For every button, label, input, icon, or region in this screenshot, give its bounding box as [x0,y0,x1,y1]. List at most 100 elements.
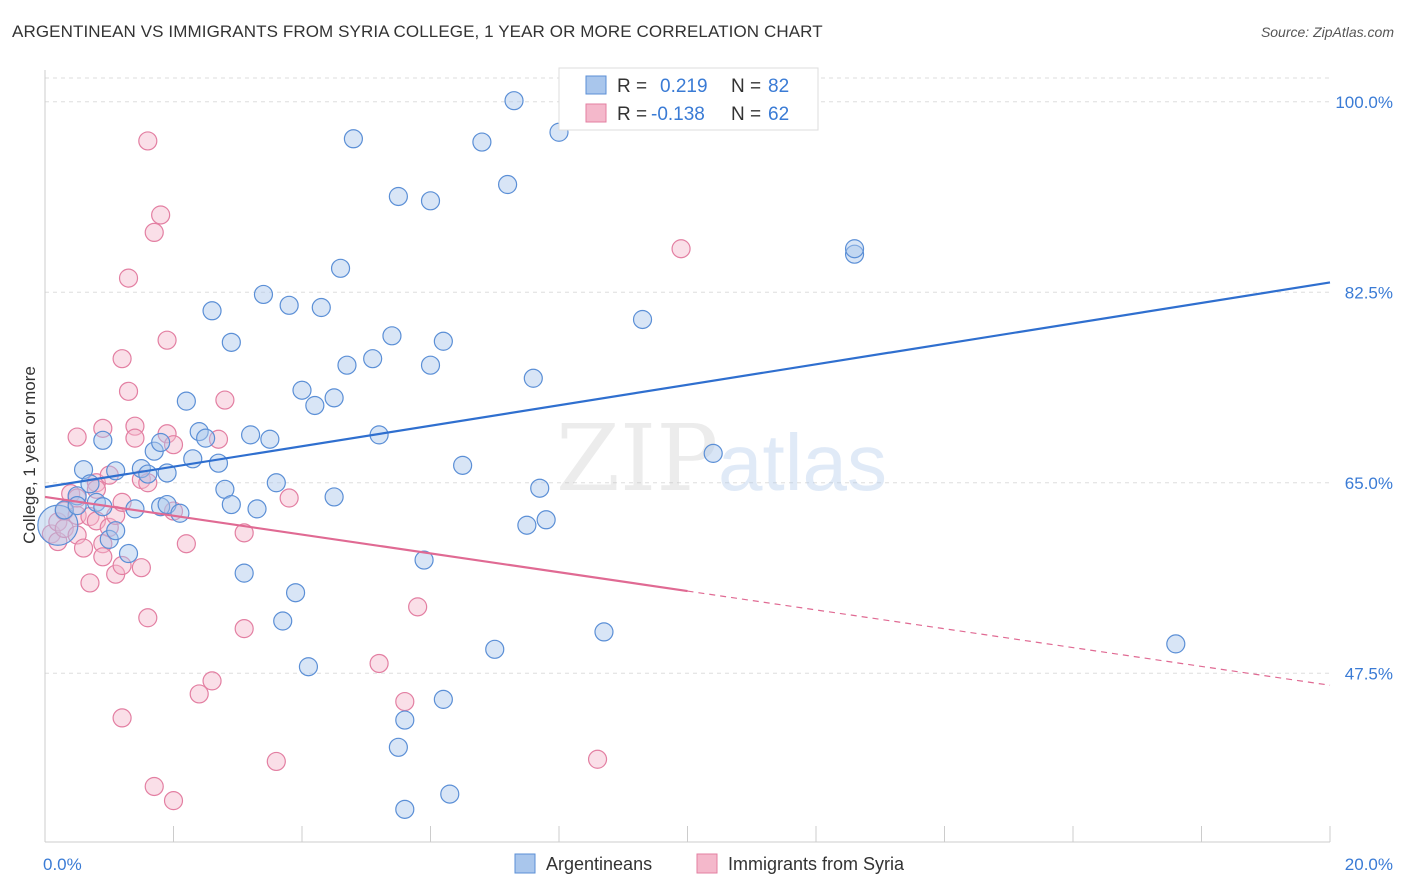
syria-point-39 [157,330,177,350]
syria-point-26 [112,708,132,728]
syria-point-12 [80,573,100,593]
argentinean-point-59 [433,689,453,709]
syria-point-51 [266,751,286,772]
argentinean-point-57 [420,355,441,375]
legend-n-value-2: 62 [768,104,789,125]
argentinean-point-41 [298,657,319,677]
chart-title: ARGENTINEAN VS IMMIGRANTS FROM SYRIA COL… [12,22,823,41]
watermark-zip: ZIP [556,405,718,512]
argentinean-point-5 [80,474,100,494]
argentinean-point-76 [703,443,723,463]
y-axis-label: College, 1 year or more [20,366,39,544]
y-tick-label-2: 65.0% [1345,474,1393,493]
syria-point-25 [112,349,132,369]
legend-bottom-label-syria: Immigrants from Syria [728,854,905,874]
argentinean-point-3 [67,496,87,516]
argentinean-point-45 [324,487,344,507]
syria-point-56 [587,749,608,769]
x-tick-label-0: 0.0% [43,855,82,874]
argentinean-point-42 [305,395,325,416]
syria-point-57 [671,239,691,259]
y-tick-label-0: 100.0% [1335,93,1393,112]
argentinean-point-70 [536,510,556,530]
argentinean-point-22 [176,391,196,411]
y-tick-label-3: 47.5% [1345,664,1393,683]
argentinean-point-8 [93,430,113,450]
syria-point-34 [138,131,158,151]
syria-point-36 [144,776,164,797]
argentinean-point-58 [420,191,441,211]
syria-point-48 [215,390,235,410]
argentinean-point-78 [844,239,865,259]
legend-bottom-swatch-pink [696,853,718,874]
y-tick-label-1: 82.5% [1345,283,1393,302]
argentinean-point-18 [151,432,171,453]
argentinean-point-49 [363,349,383,369]
syria-point-45 [189,684,209,704]
argentinean-point-4 [73,460,94,480]
argentinean-point-29 [221,494,241,515]
syria-point-55 [408,597,428,617]
argentinean-point-1 [54,500,74,520]
syria-point-10 [73,538,94,558]
argentinean-point-40 [292,380,312,400]
legend-n-value-1: 82 [768,76,789,97]
legend-r-label-1: R = [617,76,647,97]
legend-r-value-1: 0.219 [660,76,708,97]
syria-trend-line [44,495,688,593]
argentinean-point-66 [504,91,524,111]
syria-point-54 [395,691,415,712]
argentinean-trend-line [44,281,1331,489]
argentinean-point-46 [330,258,351,278]
argentinean-point-61 [440,784,460,804]
watermark: ZIP atlas [556,405,887,512]
argentinean-point-25 [196,428,216,448]
x-tick-labels: 0.0% 20.0% [43,855,1393,874]
legend-top: R = 0.219 N = 82 R = -0.138 N = 62 [558,67,819,131]
syria-point-30 [125,428,145,448]
argentinean-point-10 [106,521,126,541]
legend-swatch-pink [585,103,607,123]
watermark-atlas: atlas [718,418,887,507]
legend-bottom-label-argentineans: Argentineans [546,854,652,874]
syria-point-50 [234,619,254,639]
syria-point-37 [144,222,164,242]
argentinean-point-34 [253,284,274,305]
syria-point-52 [279,488,299,508]
syria-point-9 [67,427,87,447]
syria-point-24 [112,555,132,576]
argentinean-point-63 [472,132,492,152]
argentinean-point-52 [388,186,408,207]
argentinean-point-48 [343,129,363,149]
argentinean-point-69 [530,478,550,498]
syria-point-27 [118,268,139,288]
argentinean-point-79 [1166,634,1186,654]
syria-point-0 [41,524,62,544]
legend-bottom: Argentineans Immigrants from Syria [514,853,905,874]
x-tick-label-1: 20.0% [1345,855,1393,874]
syria-point-46 [202,671,222,691]
syria-point-44 [176,534,196,554]
argentinean-point-33 [247,499,267,519]
argentinean-point-60 [433,331,453,351]
argentinean-point-55 [395,799,415,819]
argentinean-point-51 [382,326,402,346]
argentinean-point-43 [311,297,331,318]
syria-point-18 [93,547,113,567]
argentinean-point-15 [138,464,158,484]
syria-point-53 [369,653,389,674]
argentinean-point-73 [594,622,614,642]
argentinean-point-39 [285,583,306,603]
argentinean-point-67 [517,515,537,535]
argentinean-point-21 [170,503,190,523]
argentinean-point-65 [498,174,518,195]
syria-point-28 [118,381,139,401]
axes [44,70,1331,843]
trend-lines [44,281,1331,686]
gridlines [45,77,1330,674]
syria-point-38 [151,205,171,225]
argentinean-point-53 [388,737,408,757]
argentinean-point-31 [234,563,254,583]
syria-point-32 [131,558,151,578]
argentinean-point-56 [414,550,434,570]
